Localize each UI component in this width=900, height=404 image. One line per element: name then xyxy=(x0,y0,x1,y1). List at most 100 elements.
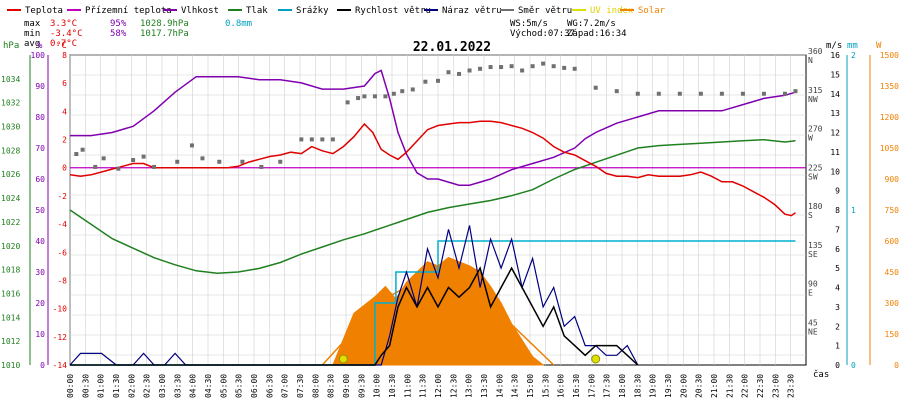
wind-dir-point xyxy=(761,91,766,96)
temp-tick-label: -6 xyxy=(57,248,67,257)
wind-tick-label: 10 xyxy=(830,167,840,176)
x-tick-label: 17:00 xyxy=(587,374,596,398)
press-tick-label: 1032 xyxy=(1,99,20,108)
x-tick-label: 01:30 xyxy=(112,374,121,398)
stat-min-temp: -3.4°C xyxy=(50,29,83,39)
hum-tick-label: 0 xyxy=(40,361,45,370)
wind-dir-point xyxy=(541,61,546,66)
x-tick-label: 11:00 xyxy=(403,374,412,398)
wind-dir-tick-label: 315 xyxy=(808,86,823,95)
solar-unit-label: W xyxy=(876,41,882,51)
press-tick-label: 1034 xyxy=(1,75,20,84)
wind-dir-compass-label: N xyxy=(808,56,813,65)
right-axes: m/s mm W 01234567891011121314151645NE90E… xyxy=(808,41,899,370)
hum-tick-label: 20 xyxy=(35,299,45,308)
stats-block: max 3.3°C 95% 1028.9hPa 0.8mm min -3.4°C… xyxy=(24,19,627,49)
wind-tick-label: 11 xyxy=(830,148,840,157)
hum-tick-label: 10 xyxy=(35,330,45,339)
press-tick-label: 1014 xyxy=(1,313,20,322)
uv-marker xyxy=(338,354,348,364)
x-tick-label: 00:30 xyxy=(81,374,90,398)
rain-tick-label: 2 xyxy=(851,51,856,60)
wind-dir-point xyxy=(200,156,205,161)
x-tick-label: 07:00 xyxy=(281,374,290,398)
wind-tick-label: 15 xyxy=(830,70,840,79)
wind-dir-point xyxy=(446,70,451,75)
stat-wind-gust: WG:7.2m/s xyxy=(567,19,616,29)
solar-tick-label: 150 xyxy=(885,330,900,339)
x-tick-label: 00:00 xyxy=(66,374,75,398)
solar-tick-label: 900 xyxy=(885,175,900,184)
wind-gust-line xyxy=(69,225,639,366)
wind-dir-point xyxy=(635,91,640,96)
temp-tick-label: -14 xyxy=(53,361,68,370)
x-tick-label: 01:00 xyxy=(97,374,106,398)
wind-dir-point xyxy=(259,164,264,169)
hum-tick-label: 40 xyxy=(35,237,45,246)
press-tick-label: 1022 xyxy=(1,218,20,227)
x-tick-label: 21:00 xyxy=(710,374,719,398)
solar-tick-label: 750 xyxy=(885,206,900,215)
wind-speed-line xyxy=(70,266,639,366)
temp-tick-label: -4 xyxy=(57,220,67,229)
x-tick-label: 12:30 xyxy=(449,374,458,398)
x-tick-label: 10:00 xyxy=(373,374,382,398)
legend: Teplota Přízemní teplota Vlhkost Tlak Srážky… xyxy=(7,6,666,16)
legend-label: UV index xyxy=(590,6,634,16)
hum-tick-label: 60 xyxy=(35,175,45,184)
wind-dir-point xyxy=(175,159,180,164)
x-tick-label: 21:30 xyxy=(725,374,734,398)
press-tick-label: 1030 xyxy=(1,123,20,132)
wind-dir-point xyxy=(614,89,619,94)
left-axes: hPa % °C 1010101210141016101810201022102… xyxy=(1,41,67,370)
x-tick-label: 23:30 xyxy=(787,374,796,398)
wind-dir-tick-label: 135 xyxy=(808,241,823,250)
wind-dir-point xyxy=(93,164,98,169)
solar-max-line xyxy=(321,280,555,366)
x-tick-label: 18:30 xyxy=(633,374,642,398)
wind-dir-point xyxy=(562,65,567,70)
wind-dir-point xyxy=(345,100,350,105)
hum-tick-label: 100 xyxy=(31,51,46,60)
temp-tick-label: -2 xyxy=(57,192,67,201)
wind-dir-point xyxy=(509,64,514,69)
press-tick-label: 1020 xyxy=(1,242,20,251)
rain-unit-label: mm xyxy=(847,41,858,51)
wind-tick-label: 16 xyxy=(830,51,840,60)
x-tick-label: 15:00 xyxy=(526,374,535,398)
solar-tick-label: 1050 xyxy=(880,144,899,153)
wind-dir-point xyxy=(457,71,462,76)
x-tick-label: 16:00 xyxy=(557,374,566,398)
x-tick-label: 19:30 xyxy=(664,374,673,398)
hum-tick-label: 50 xyxy=(35,206,45,215)
wind-tick-label: 7 xyxy=(835,225,840,234)
legend-label: Solar xyxy=(638,6,666,16)
hum-tick-label: 70 xyxy=(35,144,45,153)
stat-wind-speed: WS:5m/s xyxy=(510,19,548,29)
wind-dir-point xyxy=(410,87,415,92)
wind-dir-point xyxy=(572,66,577,71)
x-tick-label: 03:30 xyxy=(173,374,182,398)
stat-min-label: min xyxy=(24,29,40,39)
wind-dir-point xyxy=(141,154,146,159)
legend-label: Náraz větru xyxy=(442,6,502,16)
wind-dir-point xyxy=(309,137,314,142)
wind-dir-point xyxy=(656,91,661,96)
x-tick-label: 14:30 xyxy=(511,374,520,398)
wind-dir-point xyxy=(478,66,483,71)
press-unit-label: hPa xyxy=(3,41,19,51)
x-tick-label: 11:30 xyxy=(419,374,428,398)
x-tick-label: 20:00 xyxy=(679,374,688,398)
rain-line xyxy=(70,240,796,366)
wind-dir-point xyxy=(131,158,136,163)
wind-dir-tick-label: 225 xyxy=(808,163,823,172)
wind-dir-point xyxy=(520,68,525,73)
x-tick-label: 22:00 xyxy=(741,374,750,398)
wind-dir-tick-label: 270 xyxy=(808,125,823,134)
stat-max-label: max xyxy=(24,19,41,29)
x-tick-label: 05:30 xyxy=(235,374,244,398)
wind-tick-label: 2 xyxy=(835,322,840,331)
x-tick-label: 12:00 xyxy=(434,374,443,398)
wind-dir-point xyxy=(698,91,703,96)
